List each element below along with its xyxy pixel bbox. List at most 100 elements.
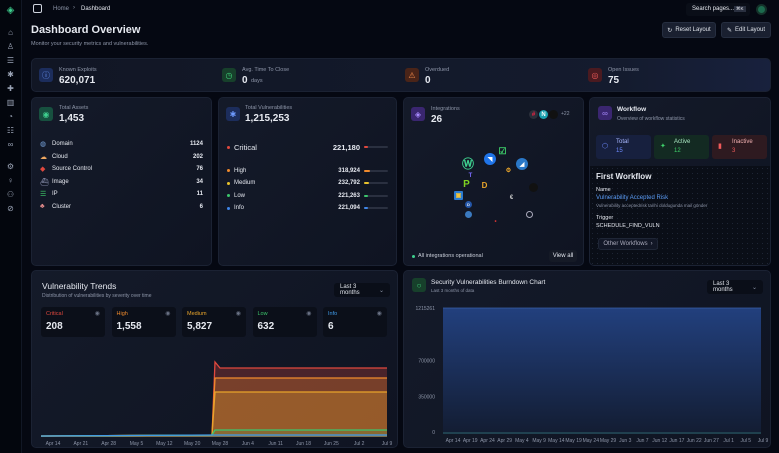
severity-row[interactable]: Low 221,263 xyxy=(227,191,388,201)
chart-icon[interactable]: ◔ xyxy=(8,112,13,121)
x-tick-label: Jun 4 xyxy=(242,441,254,447)
assets-label: Total Assets xyxy=(59,105,89,111)
settings-icon[interactable]: ⚙ xyxy=(6,162,15,171)
workflow-icon: ∞ xyxy=(598,106,612,120)
x-tick-label: Apr 29 xyxy=(497,438,512,444)
user-icon[interactable]: ♀ xyxy=(7,176,14,185)
y-tick-label: 1215261 xyxy=(416,306,436,312)
globe-icon: ◍ xyxy=(40,141,47,148)
reset-layout-button[interactable]: ↻ Reset Layout xyxy=(662,22,716,38)
users-icon[interactable]: ⚇ xyxy=(6,190,15,199)
severity-row[interactable]: Info 221,094 xyxy=(227,203,388,213)
search-button[interactable]: Search pages... ⌘K xyxy=(686,3,750,16)
burndown-range-select[interactable]: Last 3 months ⌄ xyxy=(707,280,763,294)
asset-name: Image xyxy=(52,178,69,185)
severity-name: Low xyxy=(234,192,246,199)
sidebar-toggle-icon[interactable] xyxy=(33,4,42,13)
integration-logo-icon xyxy=(529,183,538,192)
integration-icon[interactable]: ✚ xyxy=(7,84,14,93)
teams-logo-icon: T xyxy=(468,172,473,179)
home-icon[interactable]: ⌂ xyxy=(8,28,13,37)
workflow-inactive: ▮ Inactive 3 xyxy=(712,135,767,159)
x-tick-label: Jul 9 xyxy=(382,441,393,447)
severity-stat-low[interactable]: Low ◉ 632 xyxy=(252,307,317,337)
trends-range-select[interactable]: Last 3 months ⌄ xyxy=(334,283,390,297)
workflow-active-label: Active xyxy=(674,139,691,145)
burndown-title: Security Vulnerabilities Burndown Chart xyxy=(431,279,546,286)
cloud-icon: ☁ xyxy=(40,153,47,161)
workflow-total: ⬡ Total 15 xyxy=(596,135,651,159)
workflow-inactive-value: 3 xyxy=(732,148,736,154)
integration-logo-icon: € xyxy=(509,194,514,201)
integrations-label: Integrations xyxy=(431,106,460,112)
reset-layout-label: Reset Layout xyxy=(675,27,711,33)
view-all-button[interactable]: View all xyxy=(549,250,577,262)
severity-stat-high[interactable]: High ◉ 1,558 xyxy=(111,307,176,337)
severity-row[interactable]: Critical 221,180 xyxy=(227,142,388,152)
avatar[interactable] xyxy=(756,4,767,15)
cluster-icon: ♣ xyxy=(40,203,45,210)
severity-stat-critical[interactable]: Critical ◉ 208 xyxy=(41,307,105,337)
building-icon[interactable]: ▥ xyxy=(6,98,15,107)
list-icon[interactable]: ☰ xyxy=(6,56,15,65)
assets-icon[interactable]: ♙ xyxy=(6,42,15,51)
burndown-range-value: Last 3 months xyxy=(713,281,733,293)
vulns-label: Total Vulnerabilities xyxy=(245,105,293,111)
severity-name: Medium xyxy=(234,180,256,186)
severity-row[interactable]: High 318,924 xyxy=(227,166,388,176)
asset-row[interactable]: ◆ Source Control 76 xyxy=(40,164,203,174)
asset-row[interactable]: ☰ IP 11 xyxy=(40,189,203,199)
x-tick-label: Jun 3 xyxy=(619,438,631,444)
stat-value: 75 xyxy=(608,75,620,86)
asset-count: 11 xyxy=(196,191,203,197)
workflow-inactive-label: Inactive xyxy=(732,139,753,145)
asset-row[interactable]: ☁ Cloud 202 xyxy=(40,152,203,162)
severity-stat-label: High xyxy=(116,311,128,317)
integration-logo-icon: ◥ xyxy=(484,153,496,165)
x-tick-label: May 28 xyxy=(212,441,229,447)
trends-chart: Apr 14 Apr 21 Apr 28 May 5 May 12 May 20 May 2… xyxy=(40,360,393,447)
burndown-area xyxy=(443,308,761,432)
integrations-value: 26 xyxy=(431,114,443,125)
integration-logo-icon: N xyxy=(539,110,548,119)
severity-stat-info[interactable]: Info ◉ 6 xyxy=(323,307,387,337)
severity-count: 221,263 xyxy=(338,192,360,199)
asset-row[interactable]: ⛴ Image 34 xyxy=(40,177,203,187)
table-icon[interactable]: ☷ xyxy=(6,126,15,135)
chevron-down-icon: ⌄ xyxy=(751,284,757,291)
severity-row[interactable]: Medium 232,792 xyxy=(227,178,388,188)
severity-progress xyxy=(364,169,388,172)
edit-layout-button[interactable]: ✎ Edit Layout xyxy=(721,22,771,38)
page-subtitle: Monitor your security metrics and vulner… xyxy=(31,41,149,47)
asset-row[interactable]: ◍ Domain 1124 xyxy=(40,139,203,149)
severity-dot xyxy=(227,145,230,149)
vulnerability-trends-card: Vulnerability Trends Distribution of vul… xyxy=(31,270,398,448)
x-tick-label: Jul 2 xyxy=(354,441,365,447)
eye-icon[interactable]: ◉ xyxy=(376,311,382,317)
integration-logo-icon xyxy=(465,211,472,218)
integration-logo-icon: • xyxy=(494,218,497,225)
eye-icon[interactable]: ◉ xyxy=(306,311,312,317)
report-icon[interactable]: ⊘ xyxy=(7,204,14,213)
integration-logo-icon xyxy=(526,211,533,218)
severity-stat-medium[interactable]: Medium ◉ 5,827 xyxy=(182,307,246,337)
severity-stat-value: 5,827 xyxy=(187,321,213,332)
stat-value: 0 xyxy=(242,75,248,86)
integrations-more-count[interactable]: +22 xyxy=(561,111,570,117)
eye-icon[interactable]: ◉ xyxy=(235,311,241,317)
status-dot xyxy=(412,255,415,258)
asset-row[interactable]: ♣ Cluster 6 xyxy=(40,202,203,212)
bug-icon[interactable]: ✱ xyxy=(7,70,14,79)
workflow-icon[interactable]: ∞ xyxy=(7,140,14,149)
asset-count: 202 xyxy=(192,153,203,160)
breadcrumb-home[interactable]: Home xyxy=(53,6,70,12)
eye-icon[interactable]: ◉ xyxy=(94,311,100,317)
eye-icon[interactable]: ◉ xyxy=(165,311,171,317)
sidebar: ◈ ⌂ ♙ ☰ ✱ ✚ ▥ ◔ ☷ ∞ ⚙ ♀ ⚇ ⊘ xyxy=(0,0,22,453)
workflow-description: Vulnerability acceptedrisk tarihi doldug… xyxy=(596,203,708,208)
logo-icon: ◈ xyxy=(6,5,15,16)
workflow-name-link[interactable]: Vulnerability Accepted Risk xyxy=(596,195,669,201)
severity-stat-label: Low xyxy=(257,311,268,317)
asset-name: Cloud xyxy=(52,153,68,160)
other-workflows-button[interactable]: Other Workflows › xyxy=(598,238,658,250)
